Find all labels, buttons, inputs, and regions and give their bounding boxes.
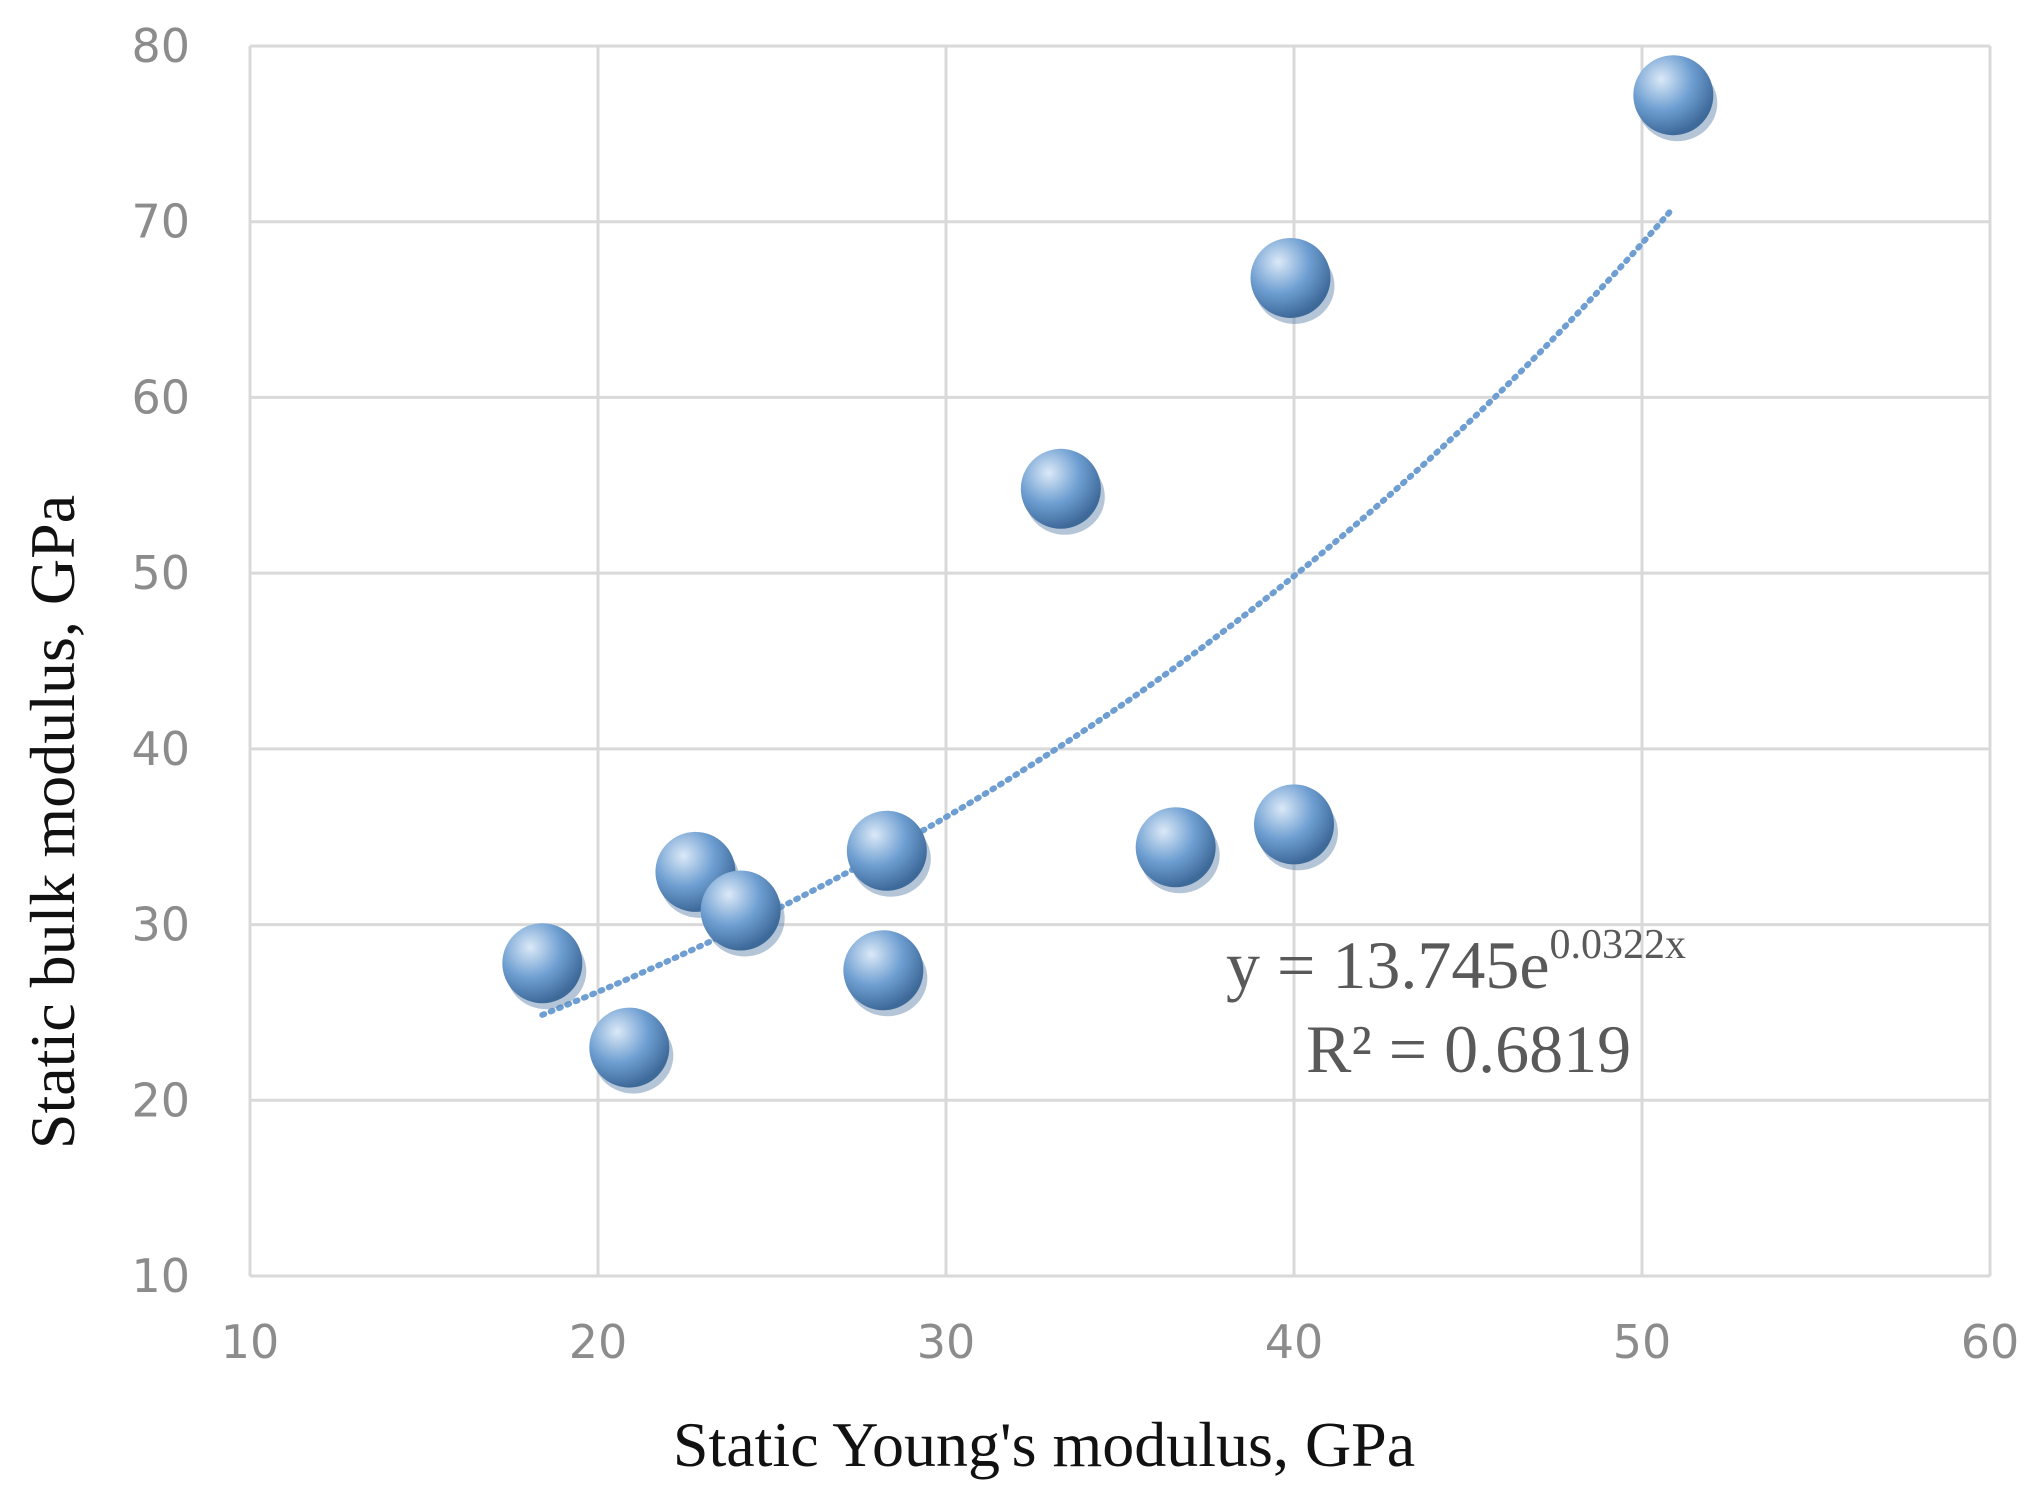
y-tick-label: 10 (131, 1249, 190, 1303)
data-point (846, 810, 931, 897)
data-point-marker (502, 923, 583, 1004)
data-point-marker (1633, 55, 1714, 136)
data-point (1250, 237, 1335, 324)
x-tick-label: 10 (221, 1315, 280, 1369)
data-point-marker (846, 810, 927, 891)
data-point (1633, 55, 1718, 142)
y-tick-label: 40 (131, 722, 190, 776)
data-point (1254, 784, 1338, 871)
data-point (502, 923, 587, 1010)
data-point (700, 870, 785, 957)
trendline-r-squared: R² = 0.6819 (1306, 1011, 1631, 1087)
data-point-marker (589, 1007, 670, 1088)
data-point-marker (1135, 807, 1216, 888)
y-tick-label: 60 (131, 370, 190, 424)
x-tick-label: 50 (1613, 1315, 1672, 1369)
y-tick-label: 20 (131, 1073, 190, 1127)
trendline-equation: y = 13.745e0.0322x (1226, 922, 1686, 1003)
x-tick-label: 30 (917, 1315, 976, 1369)
x-axis-title: Static Young's modulus, GPa (673, 1409, 1415, 1480)
y-tick-label: 80 (131, 19, 190, 73)
data-point-marker (1250, 237, 1331, 318)
y-tick-label: 50 (131, 546, 190, 600)
x-tick-label: 20 (569, 1315, 628, 1369)
data-point-marker (1254, 784, 1334, 865)
data-points (502, 55, 1718, 1094)
data-point-marker (700, 870, 781, 951)
data-point (1135, 807, 1220, 894)
y-axis-title: Static bulk modulus, GPa (17, 495, 88, 1149)
x-tick-label: 40 (1265, 1315, 1324, 1369)
grid-lines (248, 44, 1992, 1278)
data-point-marker (843, 930, 924, 1011)
x-tick-label: 60 (1961, 1315, 2020, 1369)
y-tick-label: 30 (131, 898, 190, 952)
y-tick-label: 70 (131, 195, 190, 249)
data-point (1020, 448, 1105, 535)
trendline-equation-exponent: 0.0322x (1550, 922, 1687, 968)
annotation-group: y = 13.745e0.0322x R² = 0.6819 (1226, 922, 1686, 1087)
data-point (589, 1007, 674, 1094)
data-point-marker (1020, 448, 1101, 529)
trendline-equation-main: y = 13.745e (1226, 927, 1550, 1003)
tick-labels: 10 20 30 40 50 60 10 20 30 40 50 60 70 80 (131, 19, 2019, 1369)
data-point (843, 930, 928, 1017)
